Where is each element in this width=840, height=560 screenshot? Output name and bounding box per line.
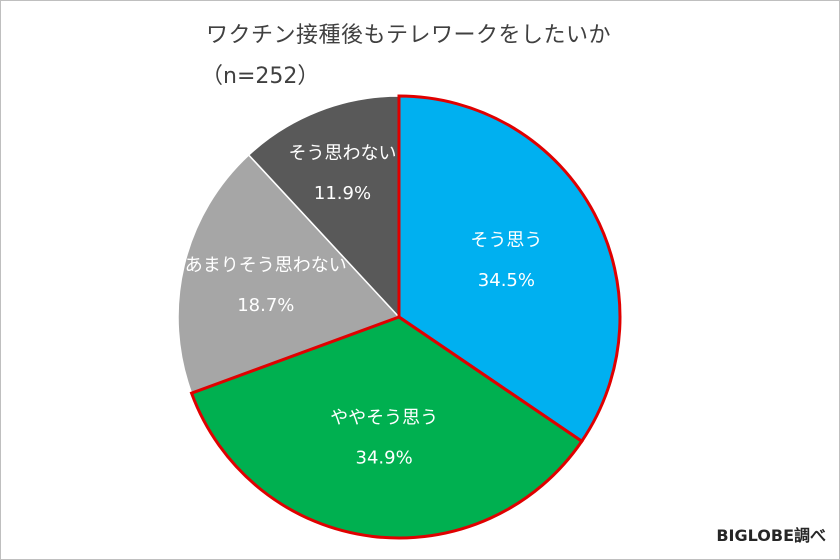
slice-value-label-4: 11.9%: [314, 183, 371, 204]
pie-slice-3: [177, 153, 401, 395]
slice-label-3: あまりそう思わない: [185, 255, 347, 276]
pie-slice-4: [247, 95, 400, 319]
pie-slice-highlight-2: [189, 315, 584, 540]
chart-subtitle: （n=252）: [201, 64, 320, 89]
slice-value-label-1: 34.5%: [478, 270, 535, 291]
slice-label-4: そう思わない: [289, 143, 397, 164]
chart-title: ワクチン接種後もテレワークをしたいか: [206, 23, 612, 48]
pie-slice-highlight-1: [397, 94, 622, 444]
source-credit: BIGLOBE調べ: [716, 526, 826, 545]
slice-label-1: そう思う: [470, 230, 542, 251]
slice-value-label-3: 18.7%: [237, 295, 294, 316]
slice-value-label-2: 34.9%: [356, 448, 413, 469]
slice-label-2: ややそう思う: [330, 408, 438, 429]
